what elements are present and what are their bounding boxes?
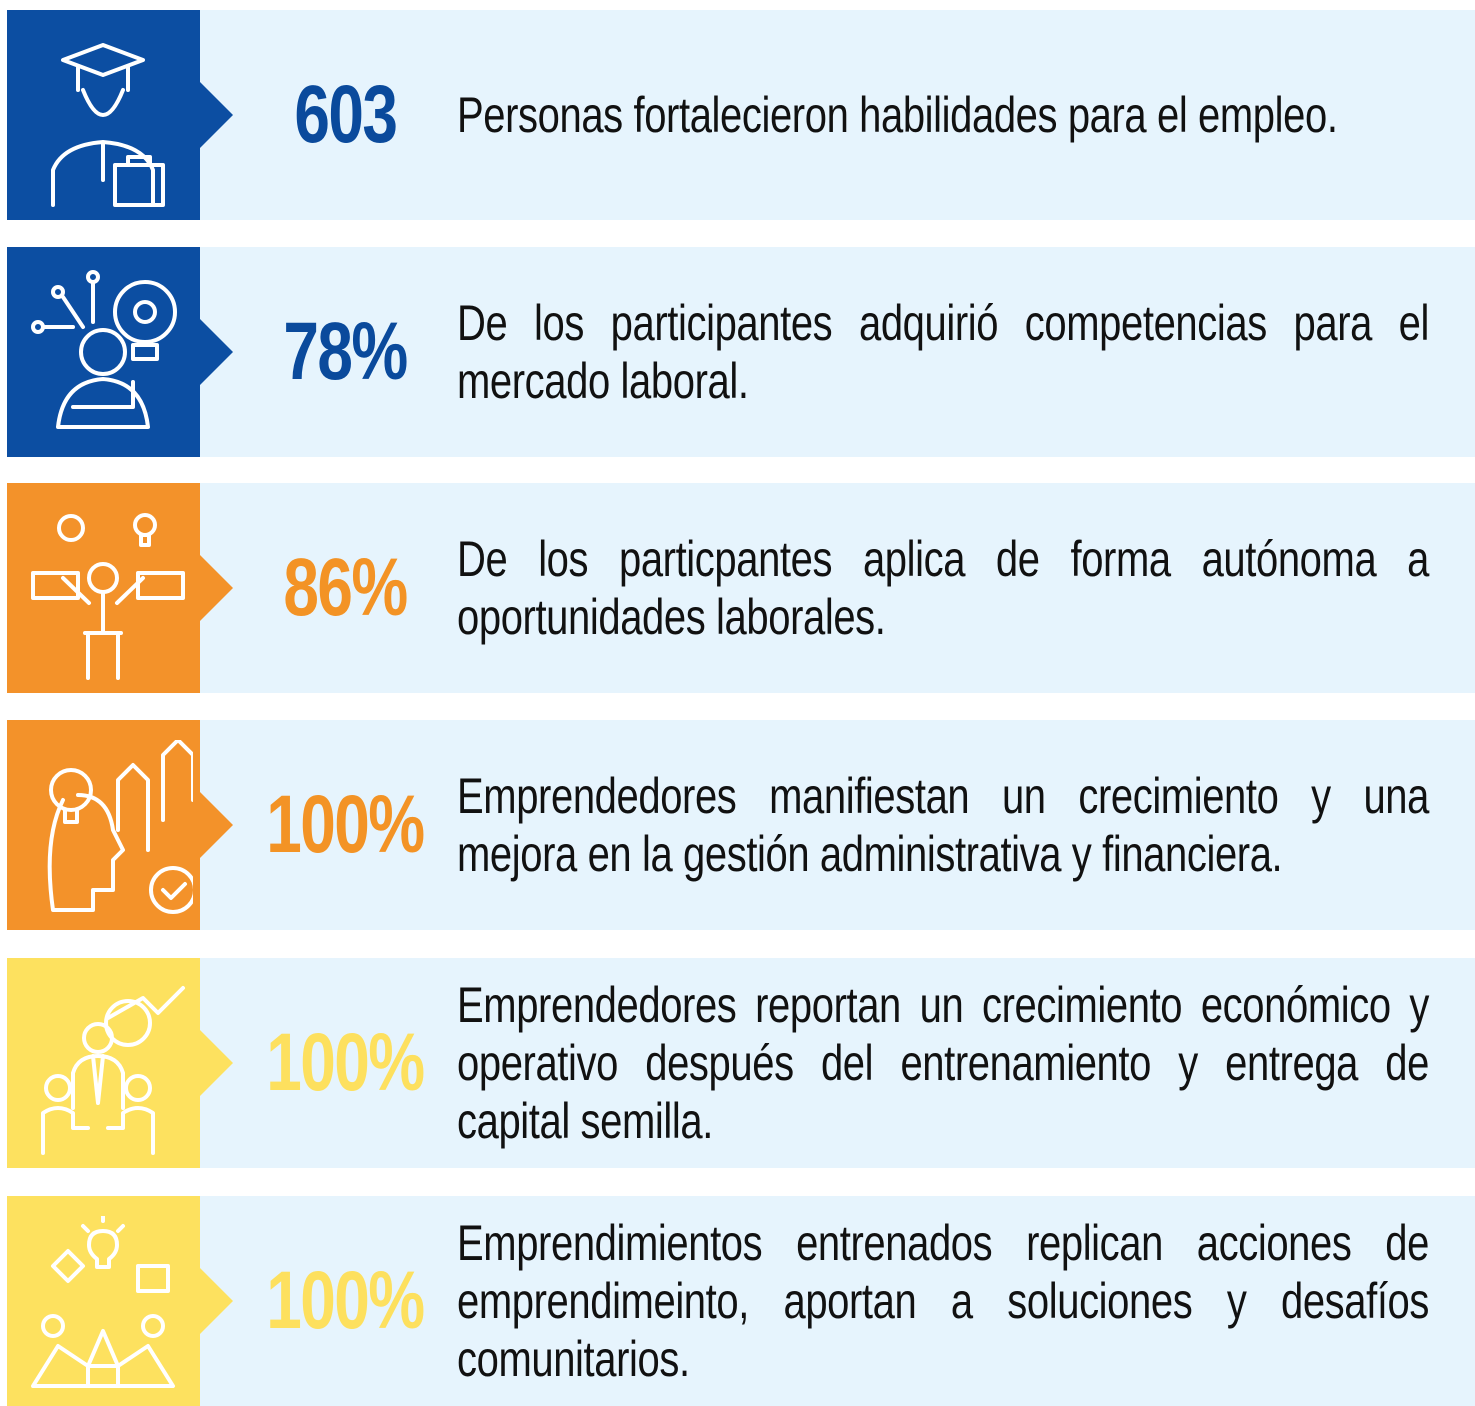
stat-description: De los particpantes aplica de forma autó… bbox=[457, 483, 1429, 693]
icon-box bbox=[7, 247, 200, 457]
pointer-arrow bbox=[200, 1030, 233, 1096]
stat-value: 100% bbox=[235, 720, 455, 930]
pointer-arrow bbox=[200, 555, 233, 621]
stat-row: 78% De los participantes adquirió compete… bbox=[7, 247, 1475, 457]
icon-box bbox=[7, 10, 200, 220]
icon bbox=[23, 738, 197, 925]
icon-box bbox=[7, 1196, 200, 1406]
icon-graphic bbox=[31, 270, 177, 429]
stat-row: 100% Emprendedores reportan un crecimient… bbox=[7, 958, 1475, 1168]
stat-value: 86% bbox=[235, 483, 455, 693]
stat-row: 86% De los particpantes aplica de forma a… bbox=[7, 483, 1475, 693]
description-text: De los participantes adquirió competenci… bbox=[457, 295, 1429, 409]
icon bbox=[23, 1214, 193, 1401]
stat-value: 78% bbox=[235, 247, 455, 457]
stat-description: Emprendimientos entrenados replican acci… bbox=[457, 1196, 1429, 1406]
stat-description: Personas fortalecieron habilidades para … bbox=[457, 10, 1429, 220]
pointer-arrow bbox=[200, 319, 233, 385]
icon-graphic bbox=[51, 43, 165, 207]
description-text: De los particpantes aplica de forma autó… bbox=[457, 531, 1429, 645]
icon bbox=[23, 30, 193, 215]
stat-number: 603 bbox=[293, 69, 398, 160]
stat-description: De los participantes adquirió competenci… bbox=[457, 247, 1429, 457]
icon-box bbox=[7, 483, 200, 693]
icon-graphic bbox=[31, 1214, 175, 1388]
stat-description: Emprendedores manifiestan un crecimiento… bbox=[457, 720, 1429, 930]
stat-row: 603 Personas fortalecieron habilidades pa… bbox=[7, 10, 1475, 220]
stat-description: Emprendedores reportan un crecimiento ec… bbox=[457, 958, 1429, 1168]
description-text: Emprendedores reportan un crecimiento ec… bbox=[457, 977, 1429, 1149]
icon-box bbox=[7, 958, 200, 1168]
icon-box bbox=[7, 720, 200, 930]
description-text: Emprendimientos entrenados replican acci… bbox=[457, 1215, 1429, 1387]
icon bbox=[23, 978, 193, 1163]
icon bbox=[23, 503, 193, 688]
stat-number: 100% bbox=[266, 779, 425, 870]
pointer-arrow bbox=[200, 792, 233, 858]
stat-number: 78% bbox=[283, 306, 408, 397]
stat-value: 100% bbox=[235, 1196, 455, 1406]
icon-graphic bbox=[47, 738, 197, 914]
stat-number: 100% bbox=[266, 1017, 425, 1108]
stat-value: 100% bbox=[235, 958, 455, 1168]
pointer-arrow bbox=[200, 1268, 233, 1334]
pointer-arrow bbox=[200, 82, 233, 148]
icon-graphic bbox=[41, 986, 185, 1155]
stat-number: 86% bbox=[283, 542, 408, 633]
description-text: Emprendedores manifiestan un crecimiento… bbox=[457, 768, 1429, 882]
icon-graphic bbox=[31, 513, 185, 680]
stat-row: 100% Emprendedores manifiestan un crecimi… bbox=[7, 720, 1475, 930]
icon bbox=[23, 267, 193, 452]
stat-number: 100% bbox=[266, 1255, 425, 1346]
stat-value: 603 bbox=[235, 10, 455, 220]
stat-row: 100% Emprendimientos entrenados replican … bbox=[7, 1196, 1475, 1406]
description-text: Personas fortalecieron habilidades para … bbox=[457, 87, 1338, 143]
